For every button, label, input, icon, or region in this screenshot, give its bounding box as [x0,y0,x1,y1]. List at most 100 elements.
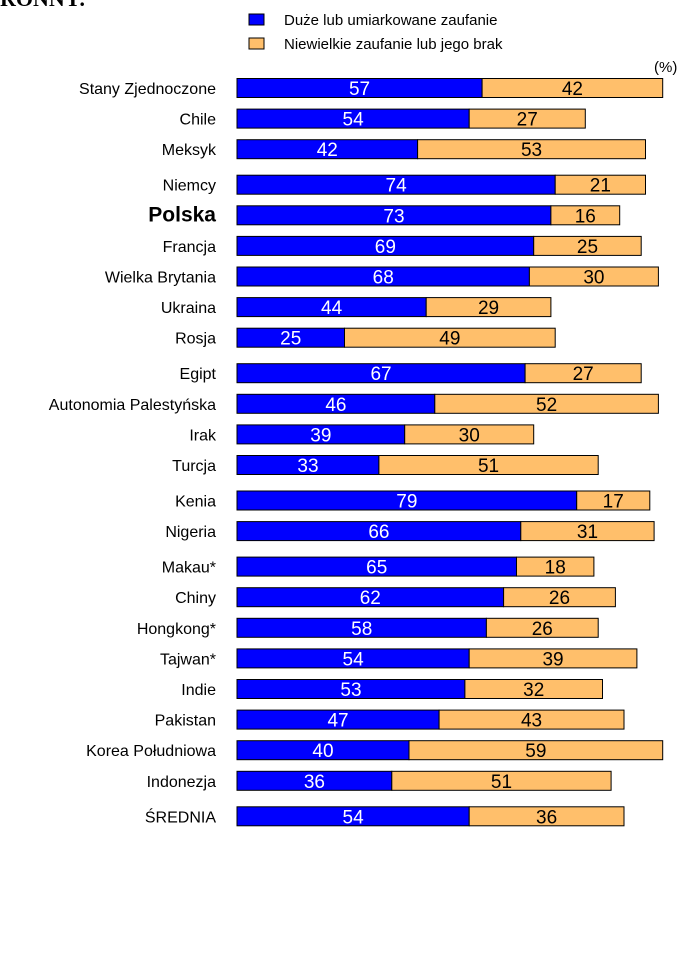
category-label: Korea Południowa [86,743,216,760]
data-label-series-2: 16 [575,206,596,227]
row-tajwan-: Tajwan* 54 39 [160,648,638,670]
row-makau-: Makau* 65 18 [162,556,595,579]
legend-swatch-2 [248,37,265,50]
bar-segment-series-2 [468,806,625,827]
category-label: Chile [180,112,217,129]
bar-segment-series-2 [520,521,655,542]
bar-segment-series-2 [550,205,621,226]
data-label-series-1: 67 [370,364,391,385]
data-label-series-1: 54 [343,110,365,131]
legend-label-1: Duże lub umiarkowane zaufanie [284,12,497,29]
bar-segment-series-2 [344,327,556,348]
row-hongkong-: Hongkong* 58 26 [137,617,599,640]
data-label-series-2: 25 [577,237,598,258]
row-francja: Francja 69 25 [163,235,642,258]
bar-segment-series-2 [464,679,603,699]
row-ukraina: Ukraina 44 29 [161,297,552,319]
bar-segment-series-2 [438,709,625,730]
category-label: Pakistan [155,713,216,730]
data-label-series-2: 39 [542,649,563,670]
data-label-series-1: 79 [396,492,417,513]
data-label-series-2: 26 [549,588,570,609]
data-label-series-2: 49 [439,329,460,350]
row-indie: Indie 53 32 [181,679,603,701]
legend-swatch-1 [248,13,265,26]
data-label-series-1: 54 [343,807,365,828]
category-label: Francja [163,239,216,256]
bar-segment-series-2 [554,174,647,195]
row-niemcy: Niemcy 74 21 [163,174,647,197]
bar-segment-series-2 [391,770,612,791]
row-polska: Polska 73 16 [148,203,621,227]
row-irak: Irak 39 30 [189,424,535,446]
data-label-series-2: 42 [562,79,583,100]
category-label: Irak [189,427,217,444]
bar-segment-series-2 [485,617,599,638]
bar-segment-series-2 [528,266,659,287]
row-egipt: Egipt 67 27 [180,363,642,385]
data-label-series-2: 43 [521,711,542,732]
data-label-series-2: 36 [536,807,557,828]
data-label-series-1: 54 [343,649,365,670]
row-korea-południowa: Korea Południowa 40 59 [86,740,664,762]
row-chile: Chile 54 27 [180,108,586,131]
category-label: Nigeria [165,524,216,541]
data-label-series-1: 69 [375,237,396,258]
row-turcja: Turcja 33 51 [172,455,599,477]
row-rosja: Rosja 25 49 [175,327,556,350]
bar-segment-series-2 [524,363,642,384]
data-label-series-1: 39 [310,425,331,446]
category-label: Autonomia Palestyńska [49,397,216,414]
row-indonezja: Indonezja 36 51 [147,770,612,793]
data-label-series-2: 30 [459,425,480,446]
data-label-series-2: 29 [478,298,499,319]
bar-segment-series-2 [468,648,638,669]
data-label-series-2: 51 [491,772,512,793]
category-label: Egipt [180,366,217,383]
data-label-series-1: 53 [340,680,361,701]
data-label-series-2: 17 [603,492,624,513]
category-label: Tajwan* [160,651,216,668]
data-label-series-1: 47 [327,711,348,732]
row-nigeria: Nigeria 66 31 [165,521,655,543]
data-label-series-2: 32 [523,680,544,701]
data-label-series-1: 42 [317,140,338,161]
data-label-series-1: 73 [383,206,404,227]
data-label-series-1: 57 [349,79,370,100]
data-label-series-1: 58 [351,619,372,640]
data-label-series-2: 52 [536,395,557,416]
category-label: ŚREDNIA [145,807,216,826]
data-label-series-2: 31 [577,522,598,543]
bar-segment-series-2 [468,108,586,129]
data-label-series-1: 44 [321,298,343,319]
unit-label: (%) [654,59,677,76]
bar-segment-series-2 [404,424,535,445]
row-pakistan: Pakistan 47 43 [155,709,625,732]
row-autonomia-palestyńska: Autonomia Palestyńska 46 52 [49,393,659,416]
category-label: Indonezja [147,774,216,791]
bar-segment-series-2 [378,455,599,475]
category-label: Indie [181,682,216,699]
category-label: Kenia [175,494,216,511]
data-label-series-2: 30 [583,268,604,289]
row-chiny: Chiny 62 26 [175,587,616,609]
category-label: Wielka Brytania [105,270,216,287]
category-label: Stany Zjednoczone [79,81,216,98]
data-label-series-1: 66 [368,522,389,543]
page-title: RONNY: [0,0,86,12]
data-label-series-1: 36 [304,772,325,793]
category-label: Makau* [162,560,216,577]
category-label: Chiny [175,590,216,607]
data-label-series-2: 27 [573,364,594,385]
data-label-series-2: 27 [517,110,538,131]
bar-segment-series-2 [425,297,552,318]
chart-legend: Duże lub umiarkowane zaufanie Niewielkie … [248,12,503,53]
data-label-series-2: 21 [590,176,611,197]
bars-layer: Stany Zjednoczone 57 42 Chile 54 27 Meksyk 42 53… [49,78,664,828]
bar-segment-series-2 [516,556,595,577]
data-label-series-1: 46 [325,395,346,416]
data-label-series-1: 40 [312,741,333,762]
data-label-series-1: 25 [280,329,301,350]
category-label: Niemcy [163,178,216,195]
